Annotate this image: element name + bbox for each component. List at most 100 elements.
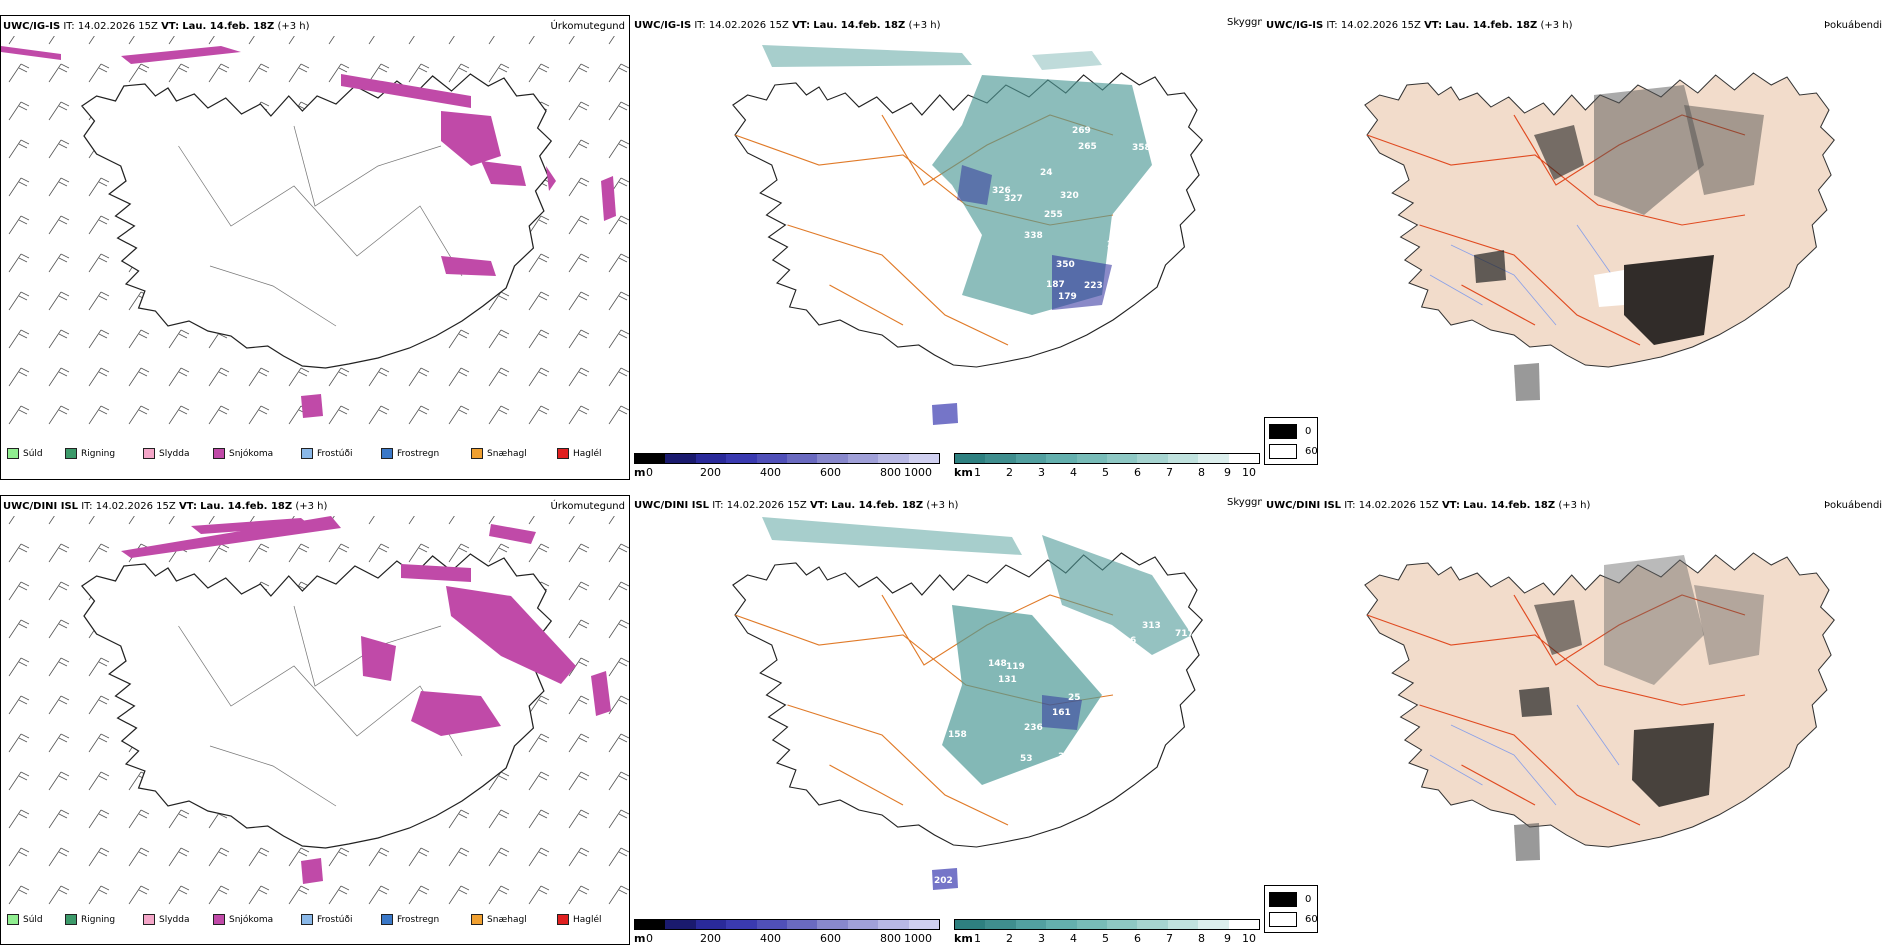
cloud-label: 187 [1046,280,1065,290]
fog-map-row2 [1364,552,1835,861]
legend-swatch [7,914,19,925]
precip-map-row1 [1,36,629,436]
legend-swatch [1269,892,1297,907]
cloud-label: 118 [1114,261,1133,271]
panel-title-row2-precip: UWC/DINI ISL IT: 14.02.2026 15Z VT: Lau.… [3,501,328,512]
colorbar-tick: 10 [1242,466,1256,479]
panel-title-row1-fog: UWC/IG-IS IT: 14.02.2026 15Z VT: Lau. 14… [1266,20,1573,31]
cloud-label: 53 [1020,754,1033,764]
colorbar-tick: 600 [820,466,841,479]
colorbar-tick: 400 [760,466,781,479]
legend-swatch [213,448,225,459]
colorbar-tick: 9 [1224,466,1231,479]
cloud-label: 202 [934,876,953,886]
cloud-base-labels-row1: 269 265 358 24 326 327 320 23 255 338 16… [934,126,1153,400]
cloud-base-colorbar-row2: m 0 200 400 600 800 1000 [634,919,940,945]
cloud-label: 179 [1058,292,1077,302]
precip-legend-row1: Súld Rigning Slydda Snjókoma Frostúði Fr… [5,440,625,468]
colorbar-tick: 2 [1006,466,1013,479]
legend-swatch [381,448,393,459]
cloud-label: 144 [934,390,953,400]
fog-legend-row1: 0 60 [1264,417,1318,465]
cloud-label: 16 [962,238,975,248]
legend-swatch [143,448,155,459]
cloud-label: 119 [1006,662,1025,672]
colorbar-unit: m [634,932,646,945]
legend-swatch [1269,424,1297,439]
cloud-map-row1: 269 265 358 24 326 327 320 23 255 338 16… [732,45,1203,425]
cloud-panel-row2: UWC/DINI ISL IT: 14.02.2026 15Z VT: Lau.… [632,495,1262,950]
cloud-label: 350 [1056,260,1075,270]
precip-panel-row2: UWC/DINI ISL IT: 14.02.2026 15Z VT: Lau.… [0,495,630,945]
legend-swatch [1269,912,1297,927]
cloud-label: 158 [948,730,967,740]
legend-swatch [301,448,313,459]
precip-map-row2 [1,516,629,906]
cloud-label: 223 [1084,281,1103,291]
visibility-colorbar-row2: km 1 2 3 4 5 6 7 8 9 10 [954,919,1260,945]
cloud-label: 104 [1116,752,1135,762]
panel-title-row1-cloud: UWC/IG-IS IT: 14.02.2026 15Z VT: Lau. 14… [634,20,941,31]
colorbar-tick: 8 [1198,466,1205,479]
fog-panel-row2: UWC/DINI ISL IT: 14.02.2026 15Z VT: Lau.… [1264,495,1894,950]
fog-panel-row1: UWC/IG-IS IT: 14.02.2026 15Z VT: Lau. 14… [1264,15,1894,495]
cloud-label: 25 [1068,693,1081,703]
precip-legend-row2: Súld Rigning Slydda Snjókoma Frostúði Fr… [5,906,625,934]
legend-swatch [7,448,19,459]
cloud-label: 24 [1040,168,1053,178]
colorbar-tick: 200 [700,466,721,479]
panel-title-row2-cloud: UWC/DINI ISL IT: 14.02.2026 15Z VT: Lau.… [634,500,959,511]
fog-label-row2: Þokuábendi [1824,500,1883,511]
precip-label-row1: Úrkomutegund [550,21,625,32]
legend-swatch [381,914,393,925]
visibility-colorbar-row1: km 1 2 3 4 5 6 7 8 9 10 [954,453,1260,479]
colorbar-tick: 3 [1038,932,1045,945]
cloud-base-colorbar-row1: m 0 200 400 600 800 1000 [634,453,940,479]
fog-map-row1 [1364,72,1835,401]
cloud-panel-row1: UWC/IG-IS IT: 14.02.2026 15Z VT: Lau. 14… [632,15,1262,495]
colorbar-tick: 2 [1006,932,1013,945]
legend-swatch [471,448,483,459]
cloud-label: 225 [1110,730,1129,740]
colorbar-tick: 4 [1070,466,1077,479]
colorbar-tick: 800 [880,932,901,945]
colorbar-tick: 4 [1070,932,1077,945]
colorbar-tick: 7 [1166,932,1173,945]
legend-swatch [143,914,155,925]
cloud-label: 313 [1142,621,1161,631]
cloud-label: 255 [1044,210,1063,220]
cloud-label: 131 [998,675,1017,685]
cloud-label: 717 [1175,629,1194,639]
legend-swatch [557,448,569,459]
fog-legend-row2: 0 60 [1264,885,1318,933]
cloud-map-row2: 313 717 6 148 119 131 25 161 236 158 225… [732,517,1203,890]
panel-title-row1-precip: UWC/IG-IS IT: 14.02.2026 15Z VT: Lau. 14… [3,21,310,32]
colorbar-tick: 5 [1102,932,1109,945]
cloud-label: 783 [1052,783,1071,793]
precip-panel-row1: UWC/IG-IS IT: 14.02.2026 15Z VT: Lau. 14… [0,15,630,480]
colorbar-tick: 8 [1198,932,1205,945]
cloud-label: 358 [1132,143,1151,153]
cloud-label: 6 [1130,636,1136,646]
cloud-label: 327 [1004,194,1023,204]
colorbar-tick: 9 [1224,932,1231,945]
cloud-label: 236 [1024,723,1043,733]
legend-swatch [1269,444,1297,459]
colorbar-tick: 10 [1242,932,1256,945]
colorbar-tick: 3 [1038,466,1045,479]
cloud-label-row2: Skyggni [1227,497,1262,508]
cloud-label: 338 [1024,231,1043,241]
colorbar-unit: km [954,932,973,945]
cloud-label: 230 [1107,240,1126,250]
colorbar-tick: 1 [974,932,981,945]
colorbar-tick: 400 [760,932,781,945]
cloud-label-row1: Skyggni [1227,17,1262,28]
colorbar-tick: 6 [1134,932,1141,945]
cloud-base-labels-row2: 313 717 6 148 119 131 25 161 236 158 225… [934,621,1194,886]
colorbar-tick: 1 [974,466,981,479]
colorbar-unit: m [634,466,646,479]
colorbar-tick: 7 [1166,466,1173,479]
colorbar-tick: 0 [646,932,653,945]
colorbar-tick: 5 [1102,466,1109,479]
legend-swatch [301,914,313,925]
